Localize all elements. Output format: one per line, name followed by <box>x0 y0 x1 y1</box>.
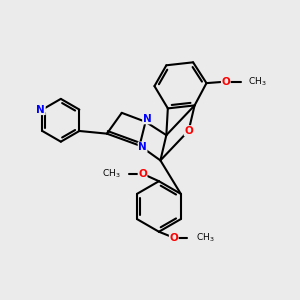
Text: CH$_3$: CH$_3$ <box>248 75 267 88</box>
Text: CH$_3$: CH$_3$ <box>102 167 120 180</box>
Text: O: O <box>138 169 147 179</box>
Text: O: O <box>221 76 230 87</box>
Text: N: N <box>138 142 147 152</box>
Text: O: O <box>169 233 178 243</box>
Text: N: N <box>143 114 152 124</box>
Text: CH$_3$: CH$_3$ <box>196 231 215 244</box>
Text: N: N <box>36 105 45 115</box>
Text: O: O <box>184 126 193 136</box>
